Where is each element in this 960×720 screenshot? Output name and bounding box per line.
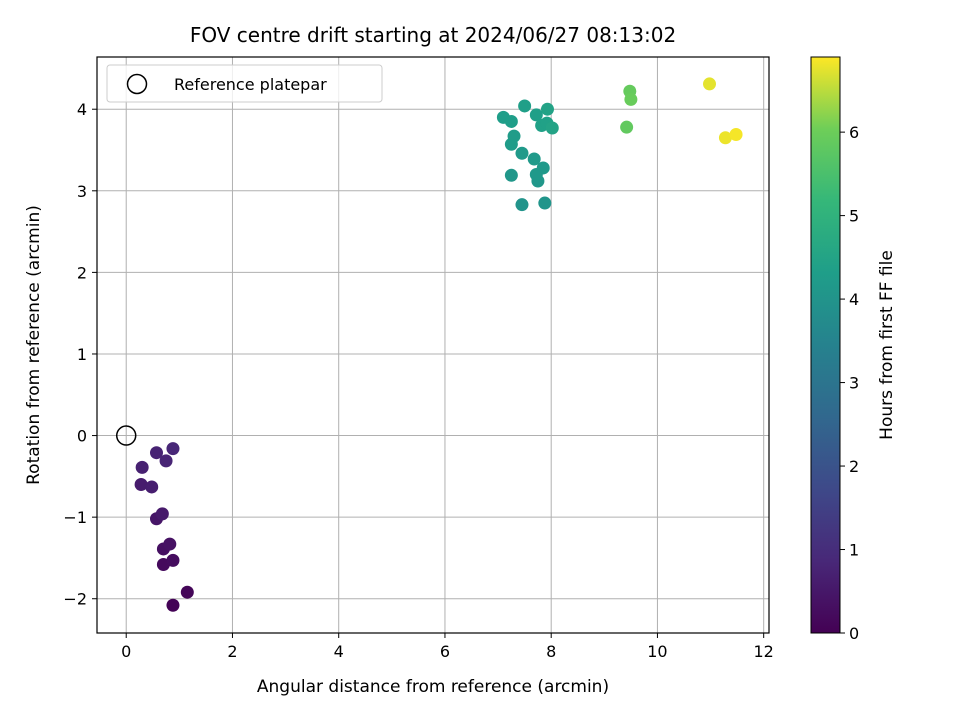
data-point [545, 121, 559, 135]
data-point [624, 92, 638, 106]
data-point [155, 507, 169, 521]
x-tick-label: 12 [754, 642, 774, 661]
legend-box [106, 64, 383, 103]
data-point [527, 152, 541, 166]
y-tick-label: 0 [77, 427, 87, 446]
data-point [529, 108, 543, 122]
y-axis: −2 −1 0 1 2 3 4 [63, 100, 97, 609]
data-point [135, 460, 149, 474]
data-point [518, 99, 532, 113]
x-axis-label: Angular distance from reference (arcmin) [257, 677, 609, 697]
chart-title: FOV centre drift starting at 2024/06/27 … [190, 23, 676, 47]
data-point [703, 77, 717, 91]
data-point [166, 598, 180, 612]
data-point [504, 168, 518, 182]
data-point [163, 537, 177, 551]
data-points [134, 77, 743, 612]
y-tick-label: 2 [77, 263, 87, 282]
y-tick-label: 3 [77, 182, 87, 201]
y-axis-label: Rotation from reference (arcmin) [24, 205, 44, 485]
x-axis: 0 2 4 6 8 10 12 [121, 633, 774, 661]
legend-entry-label: Reference platepar [174, 75, 327, 94]
gridlines [97, 57, 769, 633]
x-tick-label: 4 [334, 642, 344, 661]
data-point [166, 553, 180, 567]
data-point [134, 478, 148, 492]
data-point [540, 102, 554, 116]
reference-platepar-marker [115, 425, 137, 446]
data-point [718, 131, 732, 145]
x-tick-label: 6 [440, 642, 450, 661]
x-tick-label: 0 [121, 642, 131, 661]
y-tick-label: 4 [77, 100, 87, 119]
data-point [166, 442, 180, 456]
colorbar-tick-label: 1 [849, 541, 859, 560]
data-point [159, 454, 173, 468]
colorbar-label: Hours from first FF file [877, 250, 897, 440]
colorbar-tick-label: 6 [849, 123, 859, 142]
y-tick-label: −1 [63, 508, 87, 527]
data-point [515, 198, 529, 212]
x-tick-label: 8 [546, 642, 556, 661]
data-point [515, 146, 529, 160]
colorbar-gradient [810, 56, 841, 634]
data-point [620, 120, 634, 134]
data-point [180, 585, 194, 599]
data-point [729, 128, 743, 142]
plot-frame [96, 56, 770, 634]
colorbar: 0 1 2 3 4 5 6 Hours from first FF file [810, 56, 897, 643]
data-point [145, 480, 159, 494]
data-point [536, 161, 550, 175]
colorbar-tick-label: 0 [849, 624, 859, 643]
data-point [149, 446, 163, 460]
legend: Reference platepar [106, 64, 383, 103]
y-tick-label: 1 [77, 345, 87, 364]
y-tick-label: −2 [63, 590, 87, 609]
x-tick-label: 2 [227, 642, 237, 661]
data-point [538, 196, 552, 210]
colorbar-tick-label: 5 [849, 207, 859, 226]
colorbar-tick-label: 3 [849, 374, 859, 393]
colorbar-tick-label: 4 [849, 290, 859, 309]
data-point [504, 114, 518, 128]
data-point [507, 129, 521, 143]
legend-marker [126, 73, 148, 95]
x-tick-label: 10 [647, 642, 667, 661]
colorbar-ticks: 0 1 2 3 4 5 6 [840, 123, 859, 643]
colorbar-tick-label: 2 [849, 457, 859, 476]
